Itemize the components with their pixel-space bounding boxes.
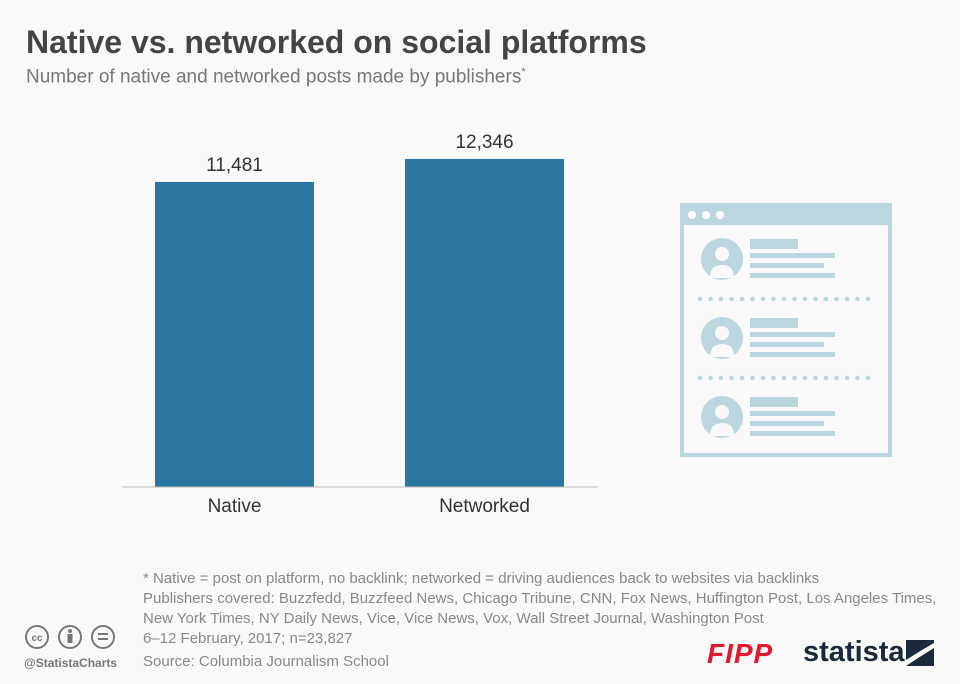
source-text: Source: Columbia Journalism School xyxy=(143,653,389,670)
value-label: 12,346 xyxy=(455,132,513,153)
bar-chart: 11,481 Native 12,346 Networked xyxy=(122,132,598,517)
svg-text:cc: cc xyxy=(31,633,43,644)
bar-native xyxy=(155,181,314,488)
fipp-logo: FIPP xyxy=(707,638,774,669)
statista-logo-icon xyxy=(906,640,934,666)
bar-networked xyxy=(405,158,564,487)
chart-title: Native vs. networked on social platforms xyxy=(26,24,647,60)
statista-charts-handle[interactable]: @StatistaCharts xyxy=(24,656,118,670)
subtitle-footnote-mark: * xyxy=(521,66,526,78)
value-label: 11,481 xyxy=(206,155,263,176)
creative-commons-icons[interactable]: cc xyxy=(24,624,120,650)
footnote-period: 6–12 February, 2017; n=23,827 xyxy=(143,630,353,647)
footnote-publishers: Publishers covered: Buzzfedd, Buzzfeed N… xyxy=(143,590,937,627)
category-label: Native xyxy=(208,496,262,517)
footnotes: * Native = post on platform, no backlink… xyxy=(143,569,943,649)
subtitle-text: Number of native and networked posts mad… xyxy=(26,66,522,88)
chart-subtitle: Number of native and networked posts mad… xyxy=(26,66,526,88)
social-feed-illustration-icon xyxy=(680,203,892,457)
category-label: Networked xyxy=(439,496,530,517)
statista-logo: statista xyxy=(803,636,905,668)
footnote-definition: * Native = post on platform, no backlink… xyxy=(143,570,820,587)
